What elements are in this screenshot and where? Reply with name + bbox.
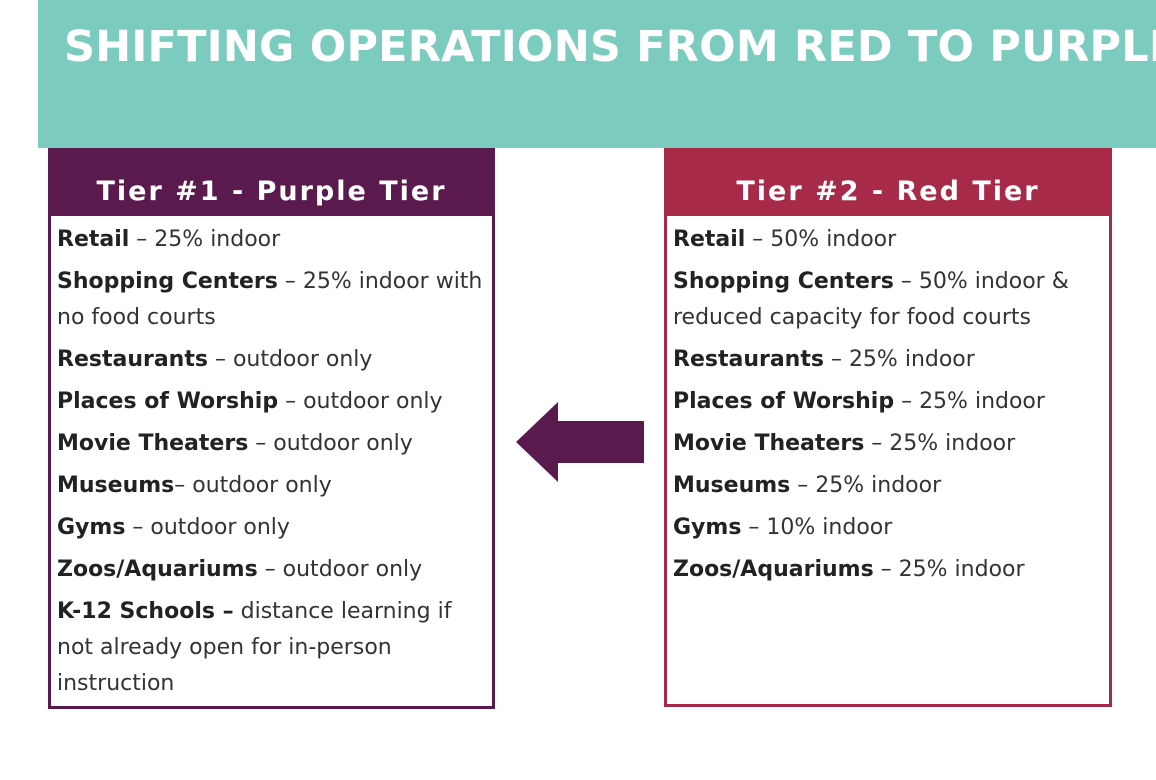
item-desc: – 25% indoor [790,473,942,498]
list-item: Museums – 25% indoor [673,468,1103,504]
purple-tier-list: Retail – 25% indoor Shopping Centers – 2… [51,216,492,702]
item-name: Movie Theaters [673,431,865,456]
list-item: Places of Worship – outdoor only [57,384,486,420]
item-name: Movie Theaters [57,431,249,456]
title-banner [38,0,1156,148]
item-name: Museums [673,473,791,498]
page-title: SHIFTING OPERATIONS FROM RED TO PURPLE [64,22,1156,72]
list-item: Zoos/Aquariums – outdoor only [57,552,486,588]
item-desc: – 25% indoor [873,557,1025,582]
item-desc: – 25% indoor [894,389,1045,414]
list-item: Retail – 50% indoor [673,222,1103,258]
list-item: Restaurants – outdoor only [57,342,486,378]
list-item: Restaurants – 25% indoor [673,342,1103,378]
item-name: Zoos/Aquariums [673,557,874,582]
list-item: Zoos/Aquariums – 25% indoor [673,552,1103,588]
item-name: Places of Worship [57,389,279,414]
purple-tier-heading: Tier #1 - Purple Tier [51,148,492,216]
item-name: Gyms [57,515,126,540]
item-name: Places of Worship [673,389,895,414]
item-desc: – 10% indoor [741,515,893,540]
item-name: Shopping Centers [57,269,278,294]
item-name: Retail [673,227,746,252]
red-tier-list: Retail – 50% indoor Shopping Centers – 5… [667,216,1109,588]
list-item: Places of Worship – 25% indoor [673,384,1103,420]
list-item: Movie Theaters – 25% indoor [673,426,1103,462]
item-name: Shopping Centers [673,269,894,294]
list-item: K-12 Schools – distance learning if not … [57,594,486,702]
list-item: Movie Theaters – outdoor only [57,426,486,462]
red-tier-heading: Tier #2 - Red Tier [667,148,1109,216]
item-desc: – outdoor only [207,347,373,372]
item-name: Retail [57,227,130,252]
item-desc: – 25% indoor [129,227,281,252]
item-desc: – outdoor only [248,431,413,456]
item-desc: – outdoor only [278,389,443,414]
item-desc: – 50% indoor & reduced capacity for food… [673,269,1069,330]
purple-tier-box: Tier #1 - Purple Tier Retail – 25% indoo… [48,148,495,709]
item-name: Restaurants [57,347,208,372]
list-item: Gyms – 10% indoor [673,510,1103,546]
item-name: K-12 Schools – [57,599,234,624]
list-item: Retail – 25% indoor [57,222,486,258]
list-item: Shopping Centers – 25% indoor with no fo… [57,264,486,336]
item-desc: – 25% indoor [864,431,1016,456]
item-desc: distance learning if not already open fo… [57,599,452,696]
item-desc: – outdoor only [125,515,290,540]
item-name: Gyms [673,515,742,540]
item-name: Museums [57,473,175,498]
item-name: Zoos/Aquariums [57,557,258,582]
item-name: Restaurants [673,347,824,372]
item-desc: – outdoor only [257,557,423,582]
left-arrow-icon [516,402,644,482]
item-desc: – 50% indoor [745,227,897,252]
red-tier-box: Tier #2 - Red Tier Retail – 50% indoor S… [664,148,1112,707]
item-desc: – 25% indoor [823,347,975,372]
item-desc: – outdoor only [174,473,332,498]
item-desc: – 25% indoor with no food courts [57,269,483,330]
list-item: Gyms – outdoor only [57,510,486,546]
list-item: Museums– outdoor only [57,468,486,504]
list-item: Shopping Centers – 50% indoor & reduced … [673,264,1103,336]
